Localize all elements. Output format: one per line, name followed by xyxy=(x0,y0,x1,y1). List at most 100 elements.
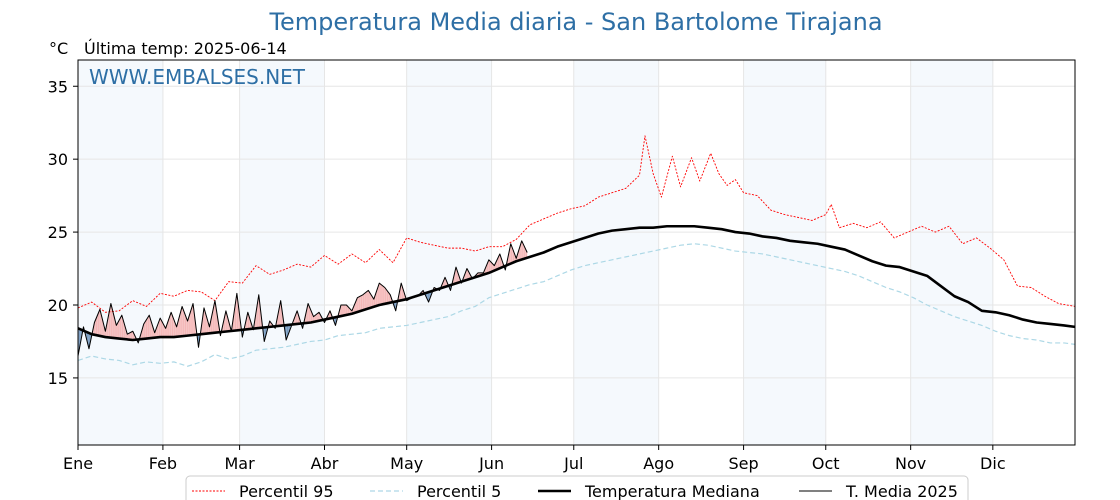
above-median-fill xyxy=(150,319,152,339)
below-median-fill xyxy=(287,324,289,337)
above-median-fill xyxy=(499,253,501,269)
above-median-fill xyxy=(401,285,403,301)
above-median-fill xyxy=(120,316,122,339)
above-median-fill xyxy=(456,269,458,284)
month-band xyxy=(573,60,659,445)
above-median-fill xyxy=(354,302,356,313)
above-median-fill xyxy=(258,294,259,329)
above-median-fill xyxy=(162,323,164,338)
above-median-fill xyxy=(369,291,370,309)
above-median-fill xyxy=(149,317,151,339)
above-median-fill xyxy=(314,315,315,322)
above-median-fill xyxy=(359,296,361,312)
above-median-fill xyxy=(99,309,100,336)
above-median-fill xyxy=(520,243,522,260)
above-median-fill xyxy=(499,253,500,269)
above-median-fill xyxy=(308,303,309,323)
above-median-fill xyxy=(489,260,491,273)
above-median-fill xyxy=(375,293,376,307)
above-median-fill xyxy=(123,322,125,340)
above-median-fill xyxy=(342,305,343,316)
above-median-fill xyxy=(161,320,163,338)
above-median-fill xyxy=(112,309,113,338)
above-median-fill xyxy=(512,247,513,263)
above-median-fill xyxy=(130,332,131,340)
above-median-fill xyxy=(383,286,385,305)
above-median-fill xyxy=(181,306,183,337)
above-median-fill xyxy=(108,310,110,338)
chart-title: Temperatura Media diaria - San Bartolome… xyxy=(269,8,883,36)
above-median-fill xyxy=(115,322,117,339)
above-median-fill xyxy=(366,290,368,309)
axes: 15 20 25 30 35 Ene Feb Mar Abr May Jun Jul Ago Sep Oct… xyxy=(48,77,1006,473)
above-median-fill xyxy=(386,289,387,304)
above-median-fill xyxy=(358,296,359,312)
above-median-fill xyxy=(318,312,320,321)
above-median-fill xyxy=(177,319,179,337)
above-median-fill xyxy=(167,322,168,338)
above-median-fill xyxy=(131,331,133,340)
above-median-fill xyxy=(171,314,173,338)
above-median-fill xyxy=(466,268,467,281)
above-median-fill xyxy=(455,267,457,284)
above-median-fill xyxy=(95,317,97,336)
above-median-fill xyxy=(341,305,343,316)
above-median-fill xyxy=(127,333,128,340)
month-band xyxy=(743,60,826,445)
above-median-fill xyxy=(371,294,372,308)
above-median-fill xyxy=(180,311,181,337)
above-median-fill xyxy=(204,310,206,334)
legend-box xyxy=(185,475,969,500)
above-median-fill xyxy=(466,268,468,280)
above-median-fill xyxy=(360,295,361,312)
above-median-fill xyxy=(101,317,103,337)
above-median-fill xyxy=(124,324,126,340)
legend-item-median: Temperatura Mediana xyxy=(538,482,760,500)
above-median-fill xyxy=(178,316,180,337)
above-median-fill xyxy=(522,242,524,260)
above-median-fill xyxy=(519,245,521,261)
above-median-fill xyxy=(172,315,174,338)
above-median-fill xyxy=(214,300,215,333)
above-median-fill xyxy=(94,320,96,335)
x-tick-label: Mar xyxy=(225,454,256,473)
above-median-fill xyxy=(248,314,250,330)
x-tick-label: Abr xyxy=(311,454,339,473)
above-median-fill xyxy=(379,283,381,305)
above-median-fill xyxy=(116,324,118,339)
above-median-fill xyxy=(310,310,312,323)
above-median-fill xyxy=(316,313,318,322)
median-line xyxy=(77,224,1076,342)
above-median-fill xyxy=(203,307,205,334)
above-median-fill xyxy=(384,287,386,304)
above-median-fill xyxy=(227,315,228,332)
above-median-fill xyxy=(345,305,347,316)
above-median-fill xyxy=(112,311,114,338)
above-median-fill xyxy=(122,317,124,339)
above-median-fill xyxy=(295,312,297,325)
above-median-fill xyxy=(119,317,121,339)
above-median-fill xyxy=(118,320,120,339)
above-median-fill xyxy=(185,315,187,336)
above-median-fill xyxy=(129,332,131,340)
above-median-fill xyxy=(114,317,115,339)
above-median-fill xyxy=(188,314,190,336)
above-median-fill xyxy=(497,258,498,270)
above-median-fill xyxy=(379,283,380,305)
above-median-fill xyxy=(356,297,358,313)
above-median-fill xyxy=(355,300,357,313)
above-median-fill xyxy=(311,311,313,323)
above-median-fill xyxy=(380,284,382,305)
above-median-fill xyxy=(183,310,185,337)
above-median-fill xyxy=(179,314,181,337)
above-median-fill xyxy=(511,245,513,264)
above-median-fill xyxy=(521,240,523,260)
series-lines xyxy=(77,135,1076,367)
above-median-fill xyxy=(225,310,227,332)
above-median-fill xyxy=(370,293,372,308)
above-median-fill xyxy=(109,307,111,338)
above-median-fill xyxy=(316,313,317,322)
above-median-fill xyxy=(212,307,214,333)
above-median-fill xyxy=(119,319,120,339)
